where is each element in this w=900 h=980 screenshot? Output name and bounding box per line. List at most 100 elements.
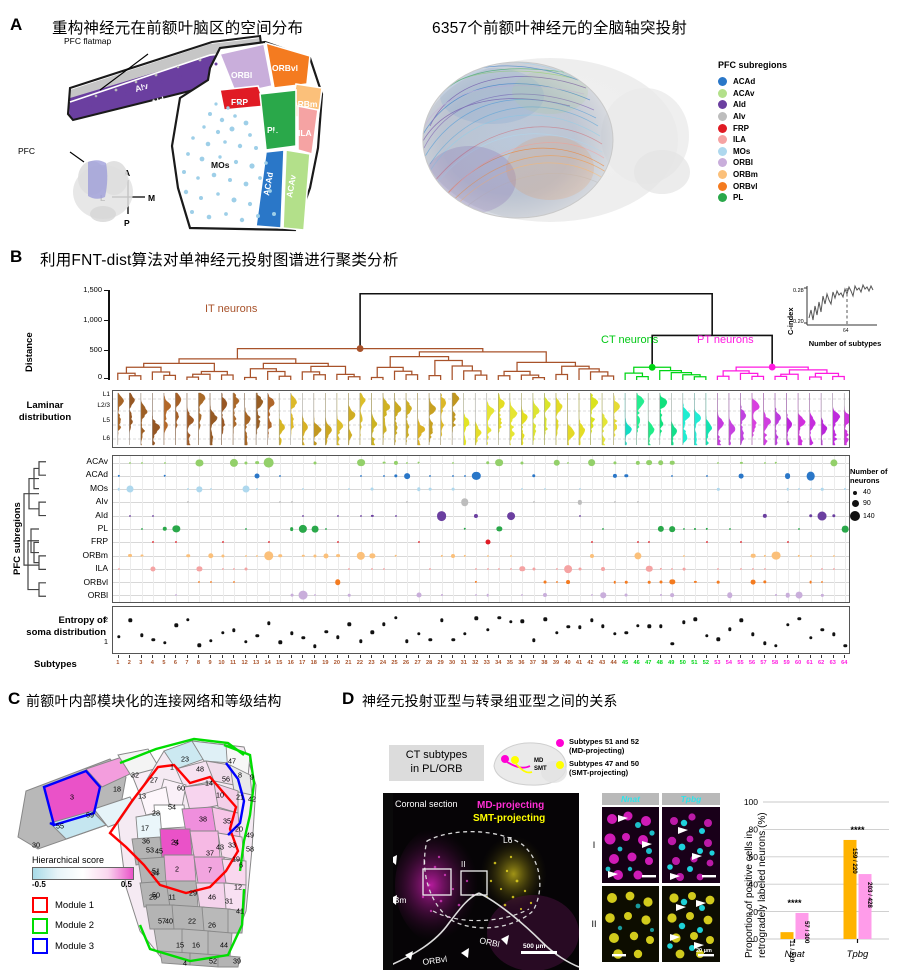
entropy-point bbox=[474, 616, 478, 620]
panel-b-letter: B bbox=[10, 247, 23, 266]
subtype-number: 40 bbox=[564, 660, 571, 666]
subregion-dot bbox=[740, 461, 743, 464]
module-cell-number: 39 bbox=[233, 956, 241, 966]
axis-tick bbox=[532, 655, 534, 658]
subregion-dot bbox=[290, 593, 294, 597]
subregion-dot bbox=[371, 514, 374, 517]
subregion-dot bbox=[717, 567, 720, 570]
subregion-dot bbox=[532, 501, 535, 504]
axis-tick bbox=[452, 655, 454, 658]
bar-fraction-label: 57 / 300 bbox=[803, 921, 810, 944]
axis-tick bbox=[613, 655, 615, 658]
subregion-dot bbox=[279, 474, 282, 477]
module-cell-number: 19 bbox=[232, 854, 240, 864]
module-cell-number: 41 bbox=[236, 906, 244, 916]
subregion-dot bbox=[498, 567, 501, 570]
entropy-point bbox=[566, 625, 571, 629]
barchart-ylabel-line1: Proportion of positive cells in bbox=[744, 830, 755, 958]
axis-tick bbox=[221, 655, 223, 658]
hierarchical-score-colorbar: Hierarchical score -0.5 0.5 Module 1 Mod… bbox=[32, 855, 136, 954]
legend-item: FRP bbox=[718, 122, 838, 134]
subregion-dot bbox=[506, 511, 515, 520]
barchart-ytick: 60 bbox=[749, 852, 759, 862]
grid-line bbox=[810, 456, 812, 602]
inset-row-ii-label: II bbox=[591, 919, 597, 929]
legend-swatch-acad bbox=[718, 77, 727, 87]
subregion-dot bbox=[786, 501, 789, 504]
subregion-dot bbox=[289, 527, 294, 531]
subregion-dot bbox=[417, 461, 420, 465]
axis-tick bbox=[590, 655, 592, 658]
subregion-dot bbox=[648, 541, 651, 544]
subregion-dot bbox=[636, 501, 639, 504]
subtype-number: 19 bbox=[322, 660, 329, 666]
subtype-number: 51 bbox=[691, 660, 698, 666]
subregion-dot bbox=[543, 593, 548, 598]
subtype-number: 26 bbox=[402, 660, 410, 666]
subregion-dot bbox=[669, 460, 675, 465]
axis-tick bbox=[117, 655, 119, 658]
subregion-dot bbox=[299, 524, 308, 534]
grid-line bbox=[637, 456, 639, 602]
subregion-dot bbox=[485, 539, 491, 545]
panel-d-letter: D bbox=[342, 689, 355, 708]
legend-item: ORBm bbox=[718, 169, 838, 181]
module-cell-number: 28 bbox=[152, 808, 160, 818]
module-cell-number: 42 bbox=[248, 794, 256, 804]
subregion-dot bbox=[657, 459, 664, 466]
size-legend-value: 90 bbox=[863, 500, 871, 508]
subregion-dot bbox=[821, 567, 824, 570]
legend-label: ORBl bbox=[733, 158, 753, 168]
module-2-swatch bbox=[32, 917, 48, 934]
legend-swatch-ila bbox=[718, 135, 727, 145]
subregion-dot bbox=[256, 554, 259, 557]
subregion-dot bbox=[335, 579, 341, 585]
subregion-dot bbox=[841, 525, 849, 533]
subregion-dot bbox=[751, 567, 754, 570]
subregion-dot bbox=[579, 488, 582, 491]
legend-item: ACAv bbox=[718, 88, 838, 100]
axis-tick bbox=[521, 655, 523, 658]
module-cell-number: 14 bbox=[205, 778, 213, 788]
grid-line bbox=[626, 456, 628, 602]
subregion-dot bbox=[196, 566, 203, 572]
module-cell-number: 16 bbox=[192, 940, 200, 950]
laminar-distribution-plot bbox=[112, 390, 852, 448]
subregion-dot bbox=[175, 594, 178, 597]
subtype-number: 17 bbox=[299, 660, 306, 666]
subtypes-axis-label: Subtypes bbox=[34, 659, 77, 670]
entropy-point bbox=[601, 624, 605, 629]
y-tick-500: 500 bbox=[89, 345, 102, 354]
entropy-point bbox=[290, 631, 294, 635]
legend-label: AIv bbox=[733, 112, 746, 122]
subregion-dot bbox=[694, 580, 697, 584]
module-cell-number: 40 bbox=[165, 916, 173, 926]
subregion-dot bbox=[356, 551, 366, 560]
grid-line bbox=[113, 529, 849, 530]
subregion-dot bbox=[705, 474, 708, 477]
panel-d-legend: Subtypes 51 and 52 (MD-projecting) Subtyp… bbox=[556, 737, 706, 781]
subtype-number: 43 bbox=[598, 660, 606, 666]
subregion-dot bbox=[521, 594, 524, 597]
grid-line bbox=[211, 456, 213, 602]
subregion-dot bbox=[669, 579, 675, 585]
grid-line bbox=[360, 456, 362, 602]
subregion-dot bbox=[290, 501, 293, 504]
subregion-dot bbox=[472, 471, 481, 481]
size-legend-title-1: Number of bbox=[850, 467, 888, 476]
size-legend-value: 40 bbox=[863, 489, 871, 497]
subregion-dot bbox=[463, 554, 466, 557]
subregion-dot bbox=[451, 487, 455, 491]
subtype-number: 30 bbox=[449, 660, 456, 666]
subtype-number: 46 bbox=[633, 660, 640, 666]
subregion-dot bbox=[406, 501, 409, 504]
md-legend-line1: Subtypes 51 and 52 bbox=[569, 737, 640, 746]
barchart-ytick: 0 bbox=[753, 934, 758, 944]
subregion-dot bbox=[195, 459, 204, 467]
subregion-dot bbox=[302, 554, 305, 557]
subregion-dot bbox=[636, 541, 639, 544]
subregion-dot bbox=[577, 500, 583, 505]
subregion-dot bbox=[567, 461, 570, 464]
module-cell-number: 34 bbox=[151, 868, 159, 878]
entropy-point bbox=[543, 617, 548, 621]
